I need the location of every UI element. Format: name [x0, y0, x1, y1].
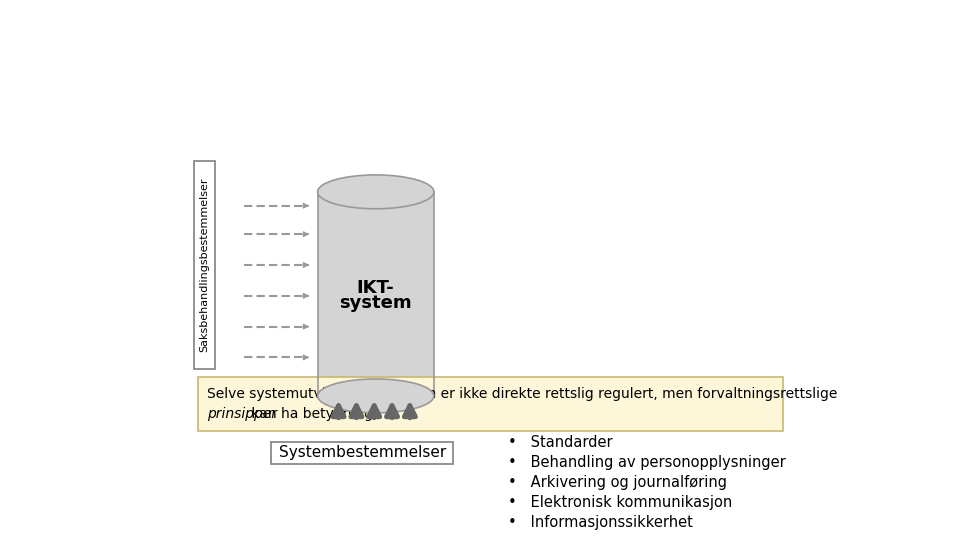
Text: Selve systemutviklingsprosessen er ikke direkte rettslig regulert, men forvaltni: Selve systemutviklingsprosessen er ikke … [206, 387, 837, 401]
Bar [318, 192, 434, 396]
Text: •   Informasjonssikkerhet: • Informasjonssikkerhet [508, 515, 692, 530]
Text: system: system [340, 294, 412, 312]
Text: Systembestemmelser: Systembestemmelser [278, 446, 445, 461]
Ellipse shape [318, 379, 434, 413]
Text: Saksbehandlingsbestemmelser: Saksbehandlingsbestemmelser [200, 178, 209, 352]
Bar [198, 377, 782, 430]
Bar [194, 161, 215, 369]
Text: prinsipper: prinsipper [206, 407, 276, 421]
Text: IKT-: IKT- [357, 279, 395, 296]
Text: •   Standarder: • Standarder [508, 435, 612, 450]
Ellipse shape [318, 175, 434, 209]
Text: •   Elektronisk kommunikasjon: • Elektronisk kommunikasjon [508, 495, 732, 510]
Text: •   Behandling av personopplysninger: • Behandling av personopplysninger [508, 455, 785, 470]
Bar [271, 442, 453, 464]
Text: kan ha betydning: kan ha betydning [247, 407, 373, 421]
Text: •   Arkivering og journalføring: • Arkivering og journalføring [508, 475, 727, 490]
